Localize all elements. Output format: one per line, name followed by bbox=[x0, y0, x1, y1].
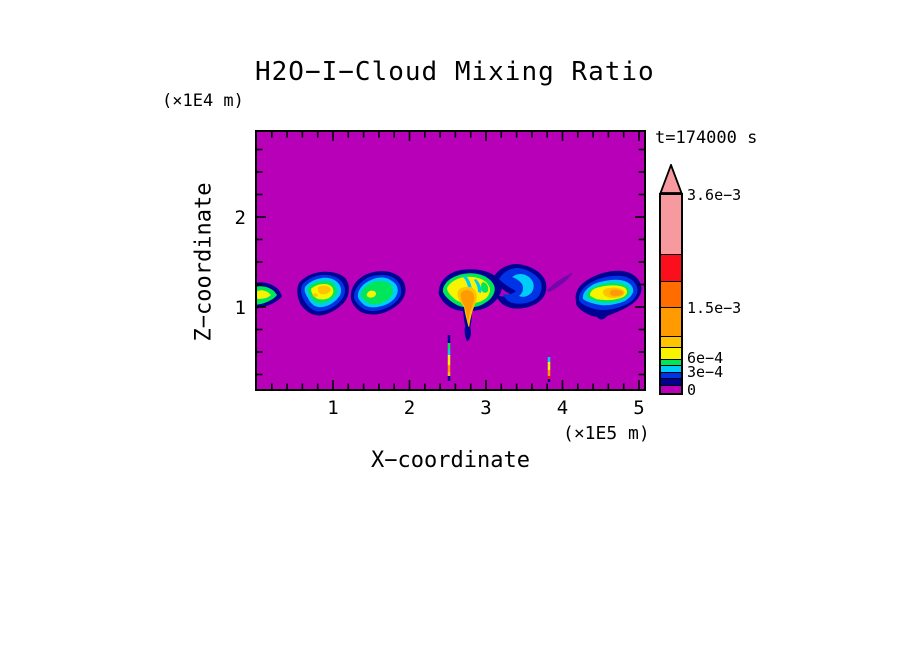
precip-streak-left bbox=[447, 355, 451, 365]
colorbar-segment bbox=[661, 360, 681, 366]
cloud-left-edge bbox=[256, 290, 271, 299]
plot-border bbox=[255, 130, 646, 391]
colorbar-label: 1.5e−3 bbox=[687, 299, 742, 317]
x-tick-label: 2 bbox=[403, 397, 416, 419]
colorbar-label: 3.6e−3 bbox=[687, 186, 742, 204]
x-tick-label: 1 bbox=[327, 397, 339, 419]
cloud-3 bbox=[366, 290, 377, 298]
colorbar-segment bbox=[661, 308, 681, 337]
x-tick-label: 5 bbox=[633, 397, 645, 419]
x-tick-label: 3 bbox=[480, 397, 492, 419]
y-tick-label: 2 bbox=[234, 207, 246, 229]
cloud-complex-swirl bbox=[499, 268, 542, 304]
cloud-3 bbox=[360, 280, 394, 305]
colorbar-label: 3e−4 bbox=[687, 363, 724, 381]
colorbar-segment bbox=[661, 282, 681, 308]
precip-streak-left bbox=[447, 350, 451, 355]
x-tick-label: 4 bbox=[556, 397, 569, 419]
precip-streak-left bbox=[447, 343, 451, 350]
precip-streak-left bbox=[447, 372, 451, 376]
precip-streak-left bbox=[447, 335, 451, 343]
colorbar-label: 6e−4 bbox=[687, 349, 724, 367]
precip-streak-right bbox=[547, 379, 551, 382]
colorbar-segment bbox=[661, 337, 681, 348]
cloud-complex-body bbox=[474, 279, 482, 293]
x-axis-label: X−coordinate bbox=[371, 448, 530, 473]
colorbar-segment bbox=[661, 366, 681, 373]
cloud-complex-swirl bbox=[512, 274, 534, 297]
faint-wisp bbox=[547, 272, 573, 292]
z-unit-label: (×1E4 m) bbox=[162, 91, 244, 111]
y-tick-label: 1 bbox=[234, 297, 246, 319]
cloud-right bbox=[610, 289, 624, 297]
colorbar-segment bbox=[661, 373, 681, 379]
colorbar-label: 0 bbox=[687, 381, 697, 399]
colorbar-arrow-icon bbox=[659, 164, 683, 194]
cloud-2 bbox=[312, 293, 318, 297]
precip-streak-left bbox=[447, 376, 451, 381]
precip-streak-right bbox=[547, 370, 551, 376]
colorbar-segment bbox=[661, 379, 681, 386]
colorbar-segment bbox=[661, 195, 681, 255]
plot-title: H2O−I−Cloud Mixing Ratio bbox=[255, 57, 655, 87]
colorbar-segment bbox=[661, 386, 681, 393]
precip-streak-right bbox=[547, 357, 551, 362]
colorbar-segment bbox=[661, 255, 681, 282]
contour-plot-svg bbox=[255, 130, 646, 391]
cloud-complex-body bbox=[464, 326, 471, 341]
cloud-complex-body bbox=[460, 290, 475, 323]
colorbar bbox=[659, 193, 683, 395]
time-label: t=174000 s bbox=[655, 128, 758, 148]
x-unit-label: (×1E5 m) bbox=[563, 423, 650, 444]
cloud-2 bbox=[318, 285, 331, 295]
colorbar-segment bbox=[661, 348, 681, 360]
precip-streak-left bbox=[447, 365, 451, 372]
precip-streak-right bbox=[547, 362, 551, 370]
precip-streak-right bbox=[547, 376, 551, 379]
cloud-complex-body bbox=[481, 282, 489, 293]
